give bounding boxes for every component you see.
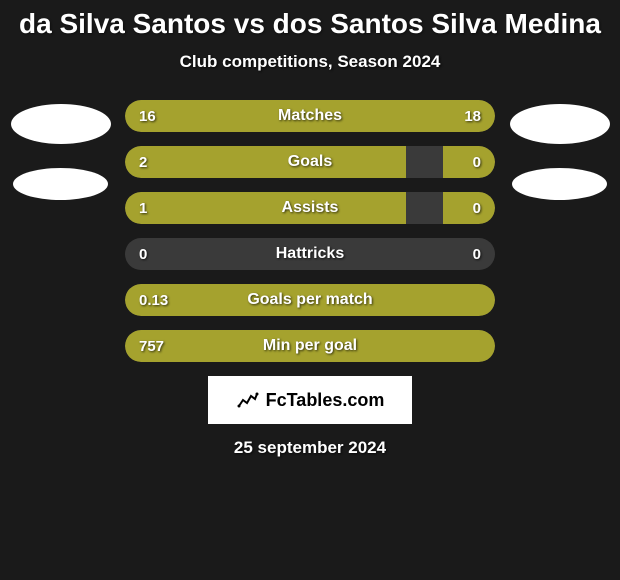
stat-label: Goals bbox=[125, 153, 495, 171]
header: da Silva Santos vs dos Santos Silva Medi… bbox=[0, 0, 620, 72]
right-avatar-col bbox=[507, 100, 612, 200]
stat-label: Matches bbox=[125, 107, 495, 125]
stat-label: Goals per match bbox=[125, 291, 495, 309]
stat-bar: 757Min per goal bbox=[125, 330, 495, 362]
stat-bar: 0.13Goals per match bbox=[125, 284, 495, 316]
left-team-avatar bbox=[13, 168, 108, 200]
stat-right-value: 0 bbox=[473, 246, 481, 263]
stat-bar: 16Matches18 bbox=[125, 100, 495, 132]
brand-icon bbox=[236, 388, 260, 412]
content: 16Matches182Goals01Assists00Hattricks00.… bbox=[0, 100, 620, 362]
stat-bar: 1Assists0 bbox=[125, 192, 495, 224]
stat-bar: 2Goals0 bbox=[125, 146, 495, 178]
brand-text: FcTables.com bbox=[266, 390, 385, 411]
stat-right-value: 0 bbox=[473, 154, 481, 171]
stats-bars: 16Matches182Goals01Assists00Hattricks00.… bbox=[125, 100, 495, 362]
stat-label: Assists bbox=[125, 199, 495, 217]
right-player-avatar bbox=[510, 104, 610, 144]
stat-right-value: 18 bbox=[464, 108, 481, 125]
left-player-avatar bbox=[11, 104, 111, 144]
footer: FcTables.com 25 september 2024 bbox=[0, 376, 620, 458]
stat-right-value: 0 bbox=[473, 200, 481, 217]
brand-box[interactable]: FcTables.com bbox=[208, 376, 413, 424]
right-team-avatar bbox=[512, 168, 607, 200]
stat-label: Hattricks bbox=[125, 245, 495, 263]
left-avatar-col bbox=[8, 100, 113, 200]
stat-bar: 0Hattricks0 bbox=[125, 238, 495, 270]
subtitle: Club competitions, Season 2024 bbox=[0, 52, 620, 72]
date-text: 25 september 2024 bbox=[234, 438, 386, 458]
page-title: da Silva Santos vs dos Santos Silva Medi… bbox=[0, 8, 620, 40]
stat-label: Min per goal bbox=[125, 337, 495, 355]
